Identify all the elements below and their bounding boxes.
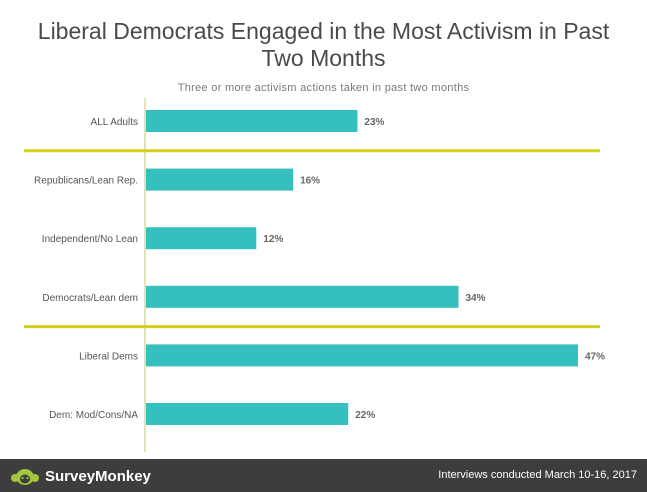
category-label: ALL Adults [91,117,138,128]
category-label: Independent/No Lean [42,234,138,245]
chart-title-line1: Liberal Democrats Engaged in the Most Ac… [37,18,610,44]
data-label: 16% [300,176,320,187]
data-label: 12% [263,234,283,245]
bar-chart: ALL Adults 23% Republicans/Lean Rep. 16% Ind… [24,98,605,452]
category-label: Republicans/Lean Rep. [34,176,138,187]
bar [146,168,294,191]
chart-subtitle: Three or more activism actions taken in … [177,82,470,94]
brand-name: SurveyMonkey [45,467,151,485]
bar [146,285,459,308]
bar [146,344,578,367]
data-label: 34% [466,293,486,304]
brand-logo: SurveyMonkey [10,465,151,487]
footnote: Interviews conducted March 10-16, 2017 [438,469,637,481]
data-label: 47% [585,351,605,362]
category-label: Liberal Dems [79,351,138,362]
chart-title-line2: Two Months [261,45,386,71]
footer-bar: SurveyMonkey Interviews conducted March … [0,459,647,492]
bar [146,403,349,425]
data-label: 22% [355,410,375,421]
bar [146,227,257,250]
bar [146,110,358,132]
chart-title: Liberal Democrats Engaged in the Most Ac… [0,18,647,72]
category-label: Democrats/Lean dem [42,293,138,304]
surveymonkey-logo-icon [11,469,39,485]
data-label: 23% [364,117,384,128]
category-label: Dem: Mod/Cons/NA [49,410,138,421]
